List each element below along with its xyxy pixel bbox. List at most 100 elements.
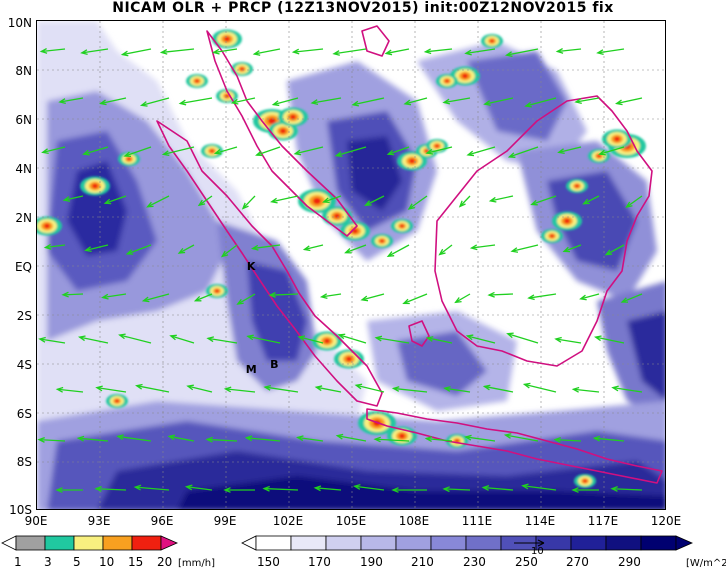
colorbar-swatch <box>570 535 607 551</box>
wind-vector <box>220 244 238 258</box>
wind-vector <box>62 195 84 202</box>
wind-vector <box>314 385 342 393</box>
wind-vector <box>442 486 471 493</box>
wind-vector <box>184 484 213 491</box>
wind-vector <box>425 146 453 155</box>
wind-vector <box>159 48 195 55</box>
wind-vector <box>41 146 66 155</box>
y-tick-label: 10N <box>7 16 32 30</box>
wind-vector <box>141 293 170 303</box>
wind-vector <box>469 244 496 251</box>
wind-vector <box>386 146 410 156</box>
wind-vector <box>557 146 582 155</box>
wind-vector <box>262 485 299 492</box>
colorbar-swatch <box>160 535 178 551</box>
wind-vector <box>604 244 625 256</box>
wind-vector <box>481 485 514 491</box>
colorbar-swatch <box>255 535 292 551</box>
wind-vector <box>302 244 324 252</box>
wind-vector <box>43 243 66 250</box>
colorbar-swatch <box>241 535 257 551</box>
colorbar-swatch <box>465 535 502 551</box>
olr-colorbar-label: 190 <box>360 555 383 569</box>
station-marker-label: B <box>270 358 278 371</box>
wind-vector <box>55 487 83 493</box>
y-tick-label: 6N <box>15 113 32 127</box>
wind-vector <box>193 293 213 302</box>
wind-vector <box>458 195 471 208</box>
wind-vector <box>487 291 514 298</box>
precip-cell <box>322 206 352 226</box>
x-tick-label: 105E <box>335 514 367 528</box>
wind-vector <box>592 435 625 442</box>
wind-vector <box>76 435 109 442</box>
wind-vector <box>270 195 299 204</box>
olr-cloud-layer <box>37 21 665 509</box>
wind-vector <box>334 146 367 158</box>
precip-unit-label: [mm/h] <box>178 558 215 569</box>
precip-colorbar-label: 15 <box>128 555 144 569</box>
precip-cell <box>588 149 610 163</box>
wind-vector <box>120 48 152 57</box>
y-tick-label: EQ <box>14 260 32 274</box>
wind-vector <box>360 293 385 302</box>
precip-cell <box>80 176 110 196</box>
colorbar-swatch <box>73 535 104 551</box>
precip-cell <box>106 394 128 408</box>
wind-vector <box>322 195 342 204</box>
station-marker-label: M <box>246 363 257 376</box>
precip-cell <box>574 474 596 488</box>
wind-vector <box>424 436 453 442</box>
colorbar-swatch <box>44 535 75 551</box>
wind-vector <box>271 97 299 107</box>
olr-precip-map: K M B <box>37 21 665 509</box>
wind-vector <box>206 336 238 344</box>
wind-vector <box>593 335 625 344</box>
lingga-island-coast <box>361 25 390 57</box>
wind-vector <box>596 48 625 56</box>
wind-vector <box>611 385 643 393</box>
wind-vector <box>579 293 600 301</box>
olr-colorbar <box>241 535 693 551</box>
wind-vector <box>332 48 367 56</box>
colorbar-swatch <box>640 535 677 551</box>
wind-vector <box>425 336 453 344</box>
wind-vector <box>373 436 410 443</box>
y-tick-label: 10S <box>9 503 32 517</box>
bangka-island-coast <box>408 320 430 347</box>
wind-vector <box>506 332 539 344</box>
precip-cell <box>391 219 413 233</box>
x-tick-label: 111E <box>461 514 493 528</box>
y-tick-label: 4S <box>16 358 32 372</box>
precip-colorbar-label: 3 <box>44 555 52 569</box>
reference-arrow <box>514 539 545 547</box>
colorbar-swatch <box>102 535 133 551</box>
precip-colorbar-label: 20 <box>157 555 173 569</box>
grid-lines <box>37 21 665 509</box>
wind-vector <box>84 244 109 253</box>
wind-vector <box>82 146 109 156</box>
wind-vector <box>255 146 281 157</box>
precip-cell <box>481 34 503 48</box>
wind-vector <box>250 244 281 251</box>
wind-vector <box>223 386 256 393</box>
wind-vector <box>504 48 539 57</box>
wind-vector <box>364 195 385 207</box>
wind-vector <box>241 195 256 210</box>
wind-vector <box>244 435 281 442</box>
wind-vector <box>95 385 127 393</box>
wind-vector <box>402 293 428 305</box>
wind-vector <box>101 293 127 300</box>
precip-cell <box>201 144 223 158</box>
precip-cell <box>312 331 342 351</box>
precip-cell <box>231 62 253 76</box>
wind-vector <box>438 244 453 256</box>
wind-vector <box>205 436 238 443</box>
precipitation-layer <box>37 29 646 488</box>
wind-vector <box>582 195 600 205</box>
wind-vector <box>464 48 496 56</box>
wind-vector <box>574 97 600 104</box>
wind-vector <box>98 97 127 106</box>
precip-cell <box>186 74 208 88</box>
wind-vector <box>374 335 410 344</box>
